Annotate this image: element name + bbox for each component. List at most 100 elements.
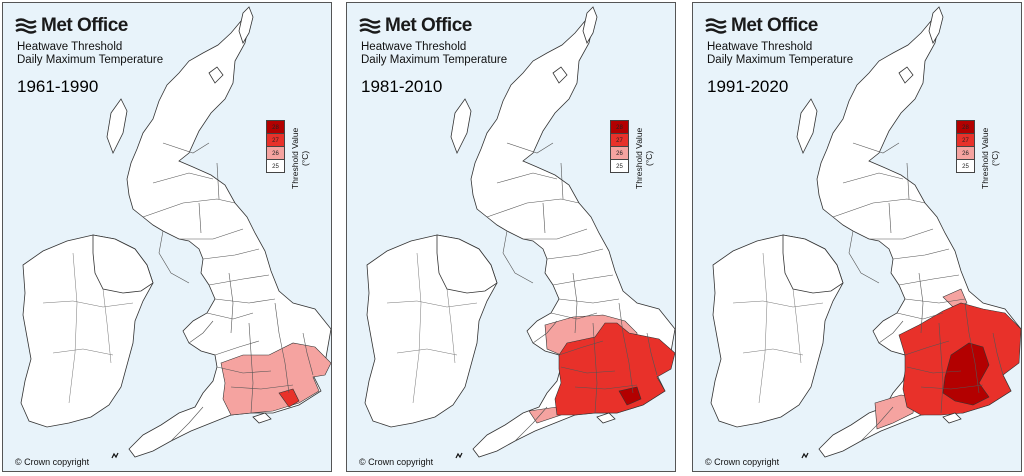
county-boundary	[274, 302, 290, 394]
county-boundary	[869, 228, 934, 240]
county-boundary	[158, 230, 190, 284]
county-boundary	[560, 162, 564, 200]
subtitle-line-1: Heatwave Threshold	[17, 41, 123, 53]
county-boundary	[550, 312, 598, 320]
county-boundary	[592, 322, 598, 414]
met-office-brand: Met Office	[15, 15, 128, 37]
county-boundary	[248, 322, 254, 414]
county-boundary	[918, 272, 924, 334]
county-boundary	[514, 406, 548, 442]
county-boundary	[523, 228, 588, 240]
county-boundary	[542, 202, 546, 234]
met-office-logo-icon	[15, 18, 37, 34]
orkney-islands	[208, 66, 224, 84]
shetland-islands	[582, 6, 598, 44]
orkney-islands	[898, 66, 914, 84]
county-boundary	[214, 298, 276, 304]
county-boundary	[832, 198, 926, 218]
county-boundary	[574, 384, 638, 390]
county-boundary	[302, 332, 314, 376]
crown-crest-icon	[111, 447, 119, 465]
region-boundary	[396, 348, 458, 356]
copyright-notice: © Crown copyright	[15, 457, 90, 467]
county-boundary	[208, 274, 270, 286]
met-office-logo-icon	[705, 18, 727, 34]
legend-swatch-27: 27	[956, 133, 975, 147]
subtitle-line-1: Heatwave Threshold	[361, 41, 467, 53]
legend-title: Threshold Value (°C)	[290, 127, 310, 189]
county-boundary	[842, 172, 904, 184]
region-boundary	[52, 348, 114, 356]
met-office-logo-icon	[359, 18, 381, 34]
county-boundary	[506, 142, 554, 154]
county-boundary	[560, 366, 616, 374]
county-boundary	[230, 384, 294, 390]
shetland-islands	[238, 6, 254, 44]
legend-swatch-25: 25	[610, 159, 629, 173]
subtitle-line-1: Heatwave Threshold	[707, 41, 813, 53]
northern-ireland-region	[782, 234, 844, 294]
period-label: 1991-2020	[707, 77, 789, 96]
orkney-islands	[552, 66, 568, 84]
period-label: 1981-2010	[361, 77, 443, 96]
legend-swatch-28: 28	[610, 120, 629, 134]
county-boundary	[904, 298, 966, 304]
county-boundary	[496, 172, 558, 184]
legend-title: Threshold Value (°C)	[980, 127, 1000, 189]
isle-of-wight	[596, 412, 616, 424]
region-boundary	[68, 252, 78, 404]
crown-crest-icon	[801, 447, 809, 465]
copyright-notice: © Crown copyright	[359, 457, 434, 467]
county-boundary	[206, 312, 254, 320]
region-boundary	[386, 300, 478, 308]
threshold-legend: 28 27 26 25	[266, 120, 285, 173]
legend-swatch-28: 28	[266, 120, 285, 134]
subtitle-line-2: Daily Maximum Temperature	[17, 54, 164, 66]
county-boundary	[852, 142, 900, 154]
period-label: 1961-1990	[17, 77, 99, 96]
region-boundary	[792, 288, 802, 364]
northern-ireland-region	[92, 234, 154, 294]
county-boundary	[179, 228, 244, 240]
region-boundary	[42, 300, 134, 308]
county-boundary	[904, 340, 950, 356]
great-britain-landmass	[126, 20, 331, 458]
threshold-region-2	[278, 388, 300, 408]
outer-hebrides	[450, 98, 472, 154]
uk-map	[710, 6, 1021, 458]
threshold-region-4	[618, 386, 642, 406]
region-boundary	[742, 348, 804, 356]
legend-swatch-27: 27	[266, 133, 285, 147]
region-boundary	[732, 300, 824, 308]
subtitle-line-2: Daily Maximum Temperature	[361, 54, 508, 66]
county-boundary	[906, 162, 910, 200]
legend-swatch-26: 26	[266, 146, 285, 160]
copyright-notice: © Crown copyright	[705, 457, 780, 467]
county-boundary	[170, 406, 204, 442]
region-boundary	[412, 252, 422, 404]
county-boundary	[502, 230, 534, 284]
county-boundary	[888, 202, 892, 234]
county-boundary	[552, 274, 614, 286]
uk-map	[364, 6, 675, 458]
met-office-brand: Met Office	[359, 15, 472, 37]
shetland-islands	[928, 6, 944, 44]
isle-of-wight	[252, 412, 272, 424]
legend-title: Threshold Value (°C)	[634, 127, 654, 189]
county-boundary	[546, 248, 604, 260]
outer-hebrides	[106, 98, 128, 154]
northern-ireland-region	[436, 234, 498, 294]
threshold-legend: 28 27 26 25	[956, 120, 975, 173]
brand-name: Met Office	[731, 15, 818, 36]
map-panel-3: Met Office Heatwave Threshold Daily Maximu…	[692, 2, 1022, 472]
county-boundary	[486, 198, 580, 218]
legend-swatch-25: 25	[956, 159, 975, 173]
county-boundary	[228, 272, 234, 334]
crown-crest-icon	[455, 447, 463, 465]
county-boundary	[198, 202, 202, 234]
legend-swatch-25: 25	[266, 159, 285, 173]
legend-swatch-27: 27	[610, 133, 629, 147]
uk-map	[20, 6, 331, 458]
brand-name: Met Office	[385, 15, 472, 36]
met-office-brand: Met Office	[705, 15, 818, 37]
